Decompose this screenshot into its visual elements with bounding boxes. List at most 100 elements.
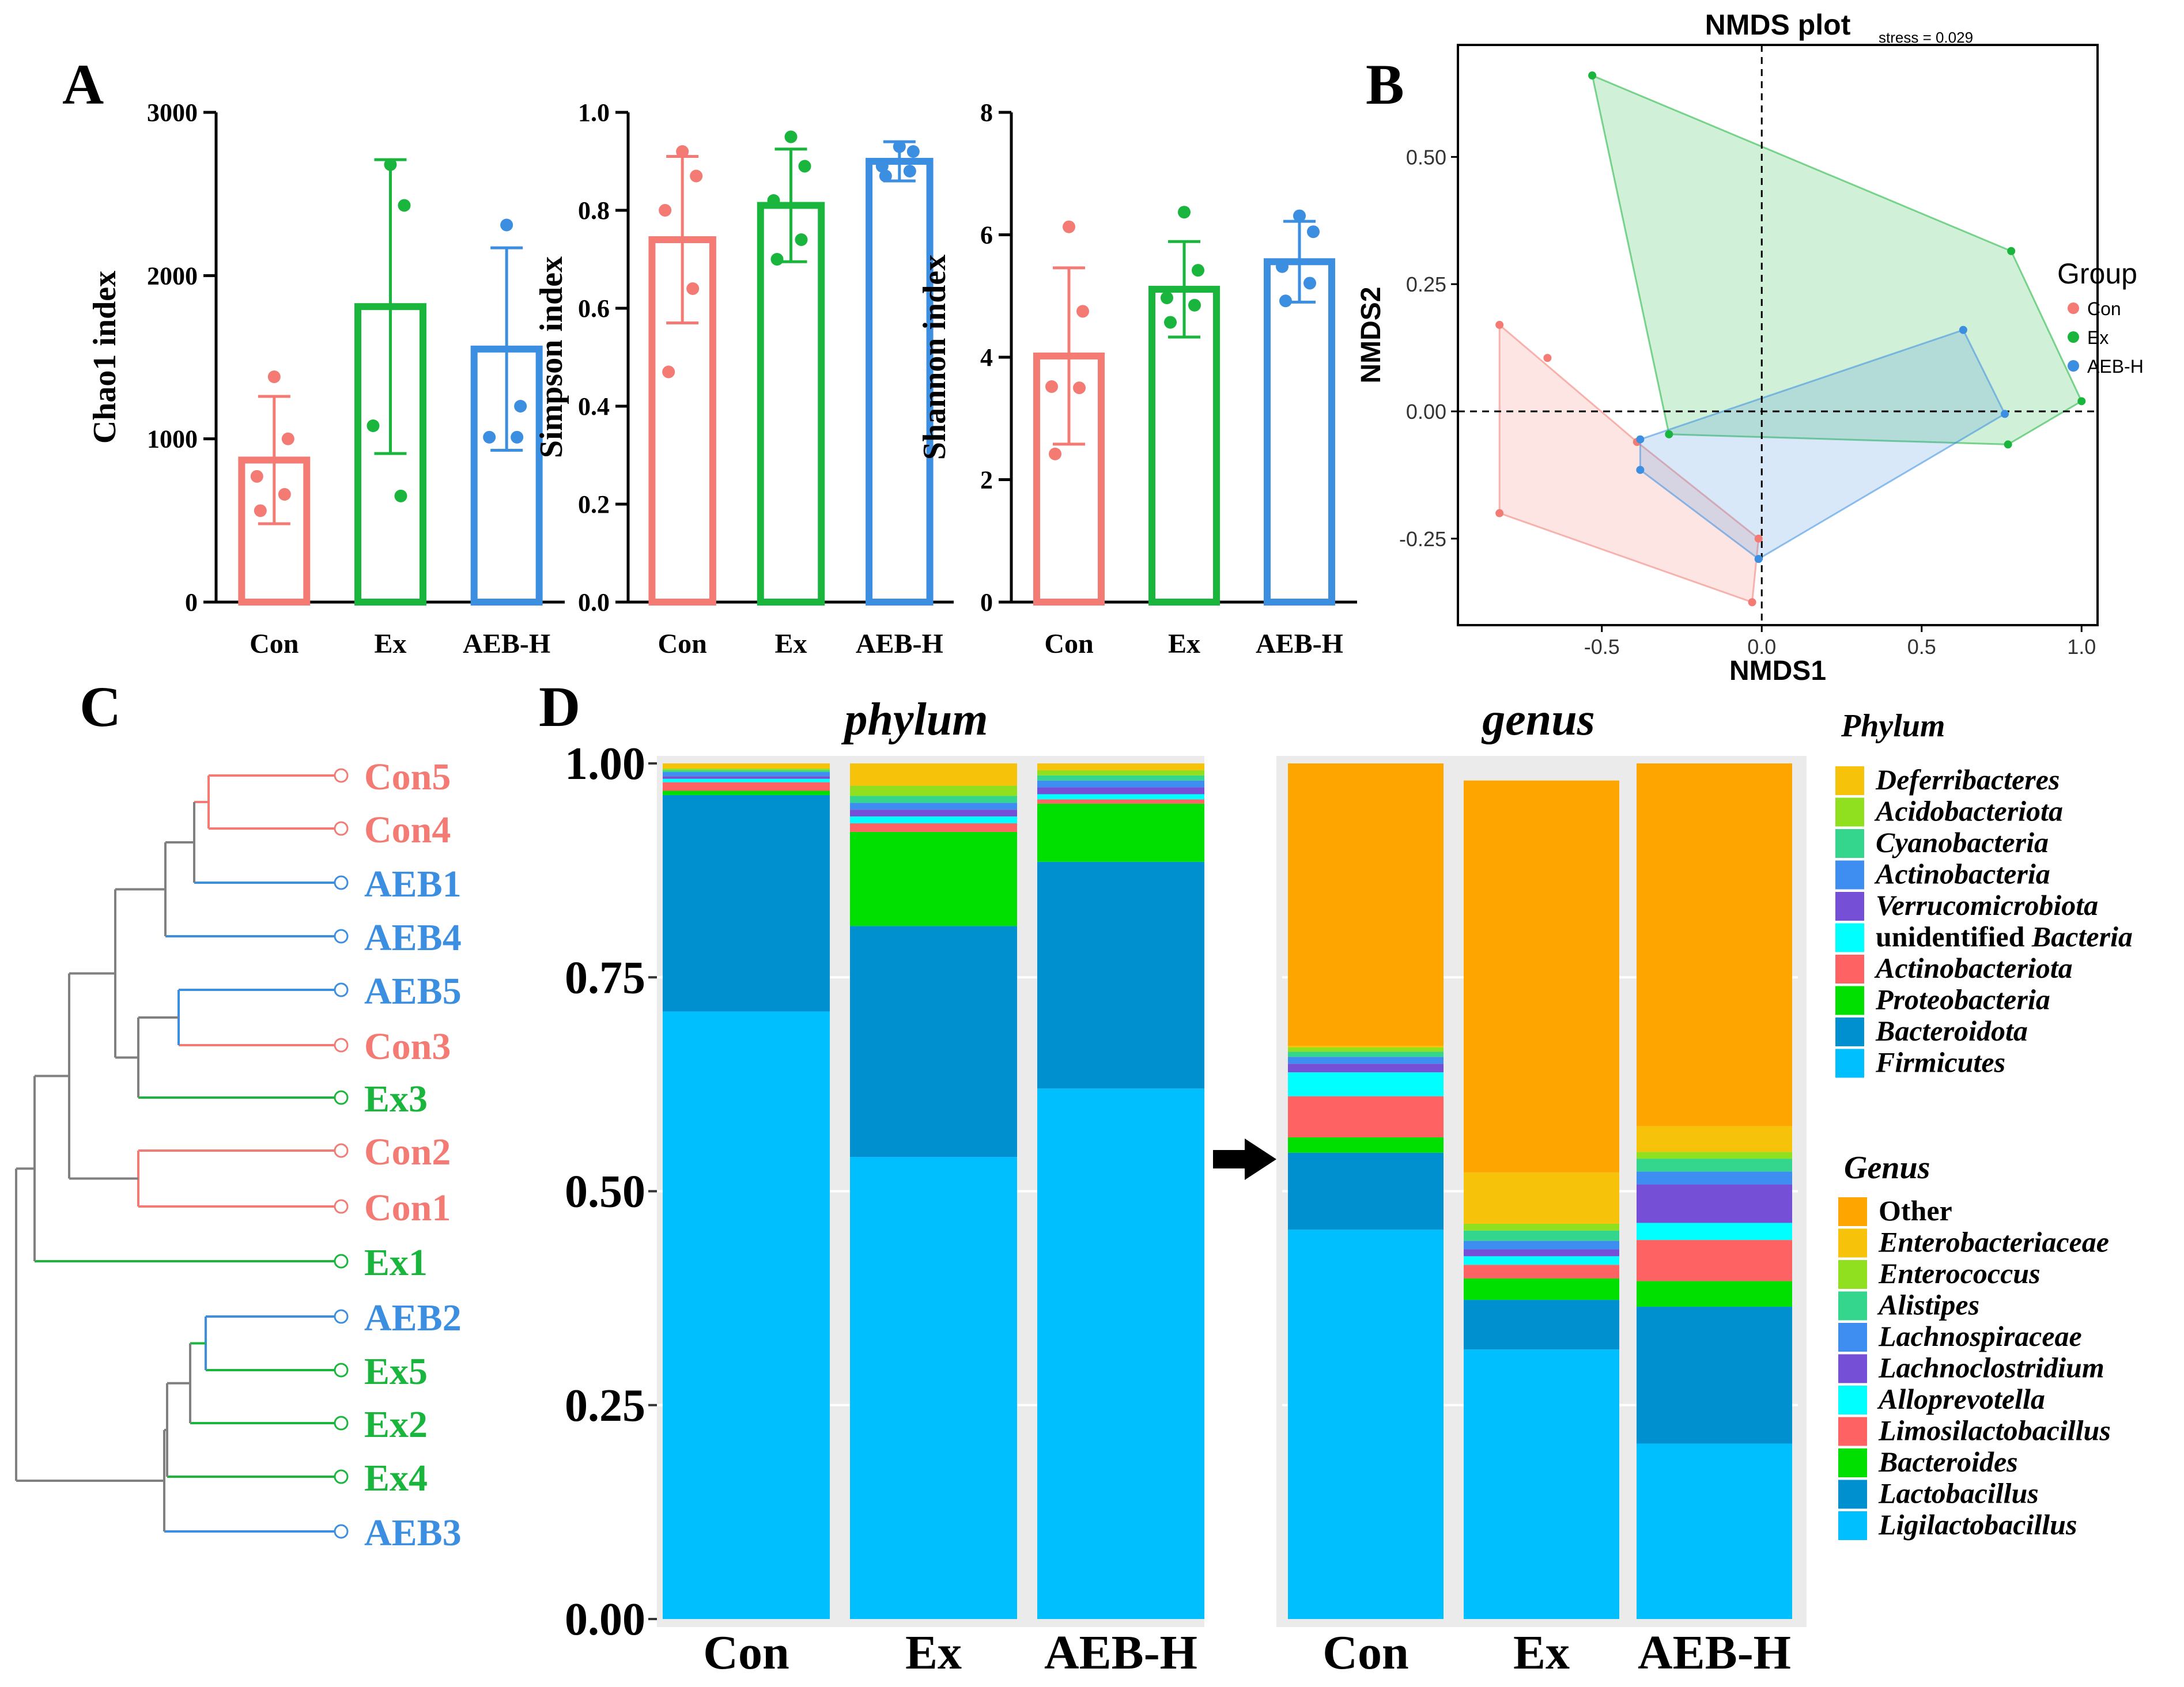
legend-swatch — [1838, 1448, 1867, 1477]
y-tick-label: 0.75 — [565, 952, 645, 1003]
segment-lachnoclostridium — [1464, 1249, 1619, 1257]
x-tick-label: Ex — [774, 629, 807, 659]
legend-title: Genus — [1844, 1150, 1930, 1186]
segment-proteobacteria — [1037, 803, 1204, 862]
legend-label: Cyanobacteria — [1876, 826, 2049, 858]
data-point — [1303, 277, 1316, 290]
x-tick-label: AEB-H — [1638, 1626, 1791, 1680]
segment-cyanobacteria — [850, 796, 1017, 803]
data-point — [903, 165, 916, 177]
data-point — [906, 145, 920, 158]
legend-swatch — [1838, 1228, 1867, 1258]
leaf-label: AEB5 — [364, 970, 462, 1012]
leaf-node — [334, 1199, 349, 1214]
segment-alloprevotella — [1637, 1223, 1792, 1240]
nmds-point-aeb — [2001, 410, 2009, 418]
legend-swatch — [1835, 986, 1864, 1015]
panel-b-nmds: -0.5 0.0 0.5 1.0 -0.25 0.00 0.25 0.50 NMDS plot s… — [1356, 9, 2144, 686]
legend-label: Actinobacteriota — [1874, 952, 2073, 984]
y-tick-label: 0.50 — [565, 1167, 645, 1217]
segment-verrucomicrobiota — [1037, 787, 1204, 795]
y-axis-label: Shannon index — [917, 255, 953, 460]
segment-limosilactobacillus — [1637, 1240, 1792, 1281]
panel-a-alpha-diversity: 0 1000 2000 3000 Chao1 index Con Ex AEB-H 0.0 0.2… — [87, 99, 1357, 659]
x-tick-label: Con — [703, 1626, 789, 1680]
data-point — [1073, 381, 1086, 395]
leaf-node — [334, 821, 349, 836]
nmds-point-ex — [1665, 430, 1673, 438]
segment-alistipes — [1464, 1230, 1619, 1241]
leaf-node — [334, 875, 349, 890]
nmds-point-aeb — [1636, 466, 1645, 474]
x-tick-label: AEB-H — [463, 629, 550, 659]
legend-title: Group — [2057, 258, 2137, 290]
data-point — [254, 504, 267, 517]
legend-label: Lactobacillus — [1878, 1477, 2039, 1510]
legend-label: Verrucomicrobiota — [1876, 889, 2098, 921]
y-tick-label: 0.25 — [565, 1380, 645, 1431]
nmds-point-ex — [2004, 440, 2012, 449]
segment-acidobacteriota — [1037, 770, 1204, 776]
data-point — [686, 282, 700, 295]
legend-swatch — [1838, 1386, 1867, 1414]
leaf-node — [334, 1309, 349, 1324]
segment-bacteroides — [1464, 1278, 1619, 1300]
segment-lactobacillus — [1637, 1306, 1792, 1444]
x-axis-label: NMDS1 — [1729, 656, 1826, 686]
segment-alistipes — [1637, 1159, 1792, 1172]
segment-lachnospiraceae — [1464, 1240, 1619, 1250]
leaf-label: Con2 — [364, 1131, 451, 1173]
leaf-node — [334, 1143, 349, 1158]
y-tick-label: 0.0 — [578, 588, 610, 616]
x-tick-label: AEB-H — [856, 629, 943, 659]
y-tick-label: 8 — [980, 99, 993, 127]
legend-label: Other — [1879, 1194, 1952, 1227]
segment-ligilactobacillus — [1464, 1349, 1619, 1619]
data-point — [281, 432, 294, 445]
panel-d-composition: Con Ex AEB-H phylum Con Ex AEB-H genus 0.00 0.25 0… — [565, 694, 2133, 1680]
legend-label: Bacteroidota — [1875, 1015, 2028, 1047]
nmds-point-ex — [2077, 397, 2086, 406]
y-tick-label: -0.25 — [1399, 527, 1446, 551]
segment-firmicutes — [1037, 1088, 1204, 1619]
segment-lactobacillus — [1288, 1152, 1444, 1230]
panel-c-dendrogram: Con5 Con4 AEB1 AEB4 AEB5 Con3 Ex3 Con2 Con1 Ex1 AE… — [15, 756, 462, 1554]
legend-label: Firmicutes — [1875, 1046, 2005, 1079]
y-tick-label: 1000 — [147, 425, 198, 453]
data-point — [893, 140, 906, 153]
data-point — [795, 233, 808, 246]
y-tick-label: 0 — [185, 588, 198, 616]
data-point — [875, 160, 889, 173]
y-axis-label: Chao1 index — [87, 271, 123, 444]
y-tick-label: 0.6 — [578, 294, 610, 323]
y-tick-label: 0.25 — [1406, 273, 1446, 296]
legend-label: Bacteroides — [1878, 1446, 2018, 1478]
legend-swatch — [1835, 892, 1864, 921]
leaf-label: AEB4 — [364, 917, 462, 959]
data-point — [394, 489, 407, 502]
y-tick-label: 3000 — [147, 99, 198, 127]
plot-simpson: 0.0 0.2 0.4 0.6 0.8 1.0 Simpson index Con Ex AEB-… — [534, 99, 954, 659]
nmds-point-con — [1748, 598, 1756, 607]
legend-swatch — [1835, 797, 1864, 827]
segment-enterococcus — [1288, 1047, 1444, 1052]
y-tick-label: 1.00 — [565, 739, 645, 789]
nmds-point-aeb — [1636, 435, 1645, 444]
segment-enterococcus — [1637, 1152, 1792, 1159]
leaf-node — [334, 1363, 349, 1378]
legend-label: Acidobacteriota — [1874, 795, 2063, 827]
leaf-node — [334, 1469, 349, 1484]
x-tick-label: 0.5 — [1907, 635, 1936, 659]
legend-label: Deferribacteres — [1875, 763, 2060, 796]
legend-label: unidentified Bacteria — [1876, 921, 2133, 953]
plot-shannon: 0 2 4 6 8 Shannon index Con Ex AEB-H — [917, 99, 1357, 659]
stress-label: stress = 0.029 — [1879, 29, 1973, 46]
segment-lachnospiraceae — [1288, 1057, 1444, 1064]
y-tick-label: 0.8 — [578, 196, 610, 225]
segment-ligilactobacillus — [1288, 1230, 1444, 1619]
legend-swatch — [1838, 1260, 1867, 1289]
legend-swatch — [1835, 923, 1864, 952]
segment-actinobacteriota — [850, 823, 1017, 832]
y-axis-label: Simpson index — [534, 256, 569, 458]
segment-actinobacteria — [1037, 780, 1204, 788]
